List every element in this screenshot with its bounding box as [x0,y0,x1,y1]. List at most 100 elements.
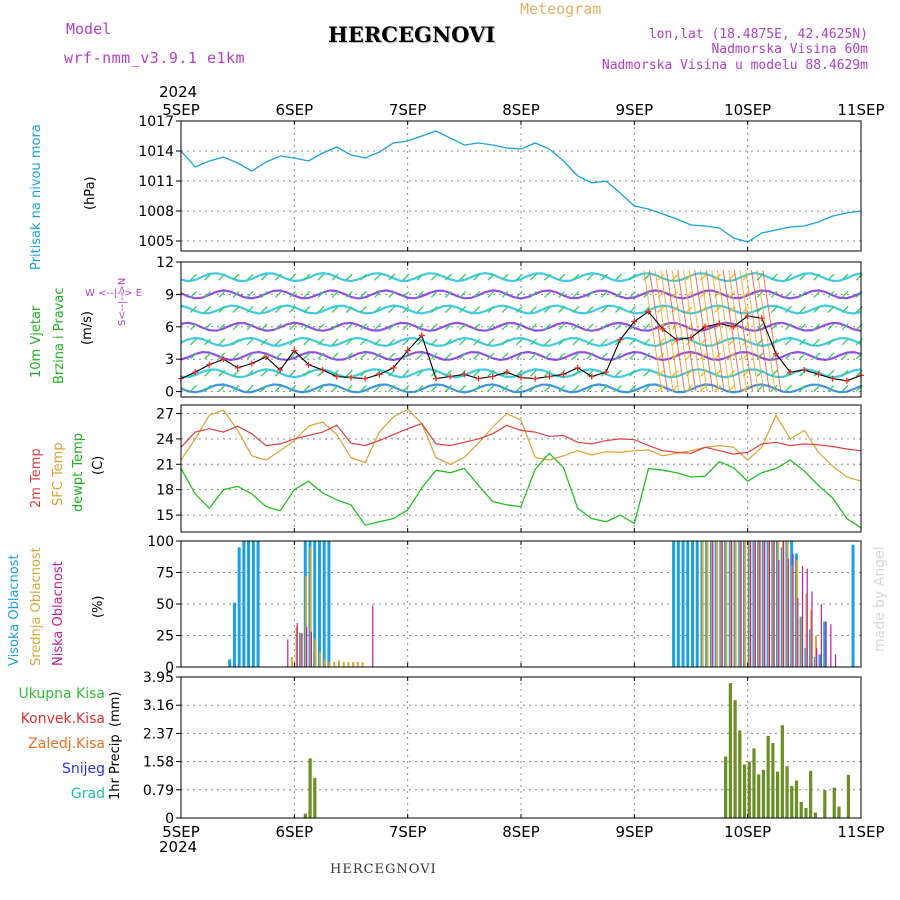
precip-bar-inner [814,812,817,818]
wind-stroke [722,269,742,392]
wind-barb [756,369,764,377]
wind-band [180,383,862,394]
niska-bar [754,541,756,667]
wind-barb [643,306,651,313]
wind-barb [600,352,608,360]
wind-barb [303,369,311,377]
y-tick-label: 15 [156,508,174,524]
wind-speed-marker [758,315,765,322]
wind-barb [246,290,254,298]
srednja-bar [314,639,317,667]
wind-barb [629,306,637,313]
wind-barb [558,384,566,392]
wind-speed-marker [362,375,369,382]
visoka-bar [237,547,241,667]
wind-barb [501,384,509,392]
wind-barb [799,338,807,346]
wind-speed-marker [702,323,709,330]
wind-barb [402,323,410,331]
wind-barb [402,352,410,360]
wind-barb [444,306,452,313]
wind-barb [260,273,268,281]
wind-barb [303,338,311,346]
wind-barb [246,352,254,360]
wind-band [180,289,862,300]
wind-barb [629,352,637,360]
wind-barb [600,338,608,346]
niska-bar [816,648,818,667]
niska-bar [783,541,785,667]
tick-label-layer: 1005 1008 1011 1014 1017 0 3 6 9 12 15 18 21 24 27 0 25 5… [138,101,884,841]
niska-bar [731,541,733,667]
srednja-bar [814,635,817,667]
srednja-bar [725,541,728,667]
wind-barb [827,369,835,377]
wind-speed-marker [659,325,666,332]
wind-barb [629,273,637,281]
wind-barb [345,273,353,281]
wind-stroke [688,269,708,392]
day-label-bottom: 10SEP [724,823,771,841]
srednja-bar [333,661,336,667]
wind-barb [402,290,410,298]
dewpt-temp-line [180,452,862,529]
wind-barb [544,352,552,360]
wind-barb [303,352,311,360]
wind-barb [204,273,212,281]
srednja-bar [758,541,761,667]
model-label: Model [66,20,112,38]
wind-barb [430,338,438,346]
wind-barb [260,352,268,360]
wind-barb [416,338,424,346]
wind-barb [232,369,240,377]
wind-barb [586,369,594,377]
wind-barb [444,369,452,377]
day-label-top: 10SEP [724,101,771,119]
niska-bar [825,621,827,667]
wind-barb [331,338,339,346]
legend-konvek: Konvek.Kisa [20,711,105,727]
wind-barb [189,338,197,346]
wind-barb [544,290,552,298]
wind-barb [274,323,282,331]
wind-barb [430,306,438,313]
wind-speed-marker [787,369,794,376]
wind-barb [303,323,311,331]
niska-bar [712,541,714,667]
precip-bar-inner [309,758,311,818]
wind-barb [629,323,637,331]
srednja-bar [295,626,298,667]
wind-barb [444,352,452,360]
srednja-bar [781,541,784,667]
wind-barb [799,384,807,392]
year-label-bottom: 2024 [159,838,198,856]
visoka-bar [686,541,690,667]
niska-bar [806,568,808,667]
precip-bar-inner [734,700,736,818]
wind-barb [204,323,212,331]
wind-barb [303,290,311,298]
wind-barb [289,384,297,392]
wind-barb [388,338,396,346]
wind-speed-marker [843,377,850,384]
wind-barb [303,273,311,281]
wind-barb [416,273,424,281]
wind-barb [260,323,268,331]
wind-speed-marker [716,320,723,327]
wind-stroke [728,269,748,392]
precip-bar-inner [304,813,307,818]
srednja-bar [744,541,747,667]
wind-barb [671,290,679,298]
srednja-bar [309,547,312,667]
precip-bar-inner [739,730,741,818]
wind-barb [827,338,835,346]
y-tick-label: 3.95 [143,670,174,686]
wind-barb [416,323,424,331]
niska-bar [740,541,742,667]
wind-barb [473,306,481,313]
visoka-bar [313,541,317,667]
wind-barb [671,352,679,360]
wind-barb [416,384,424,392]
wind-barb [416,306,424,313]
wind-barb [629,338,637,346]
